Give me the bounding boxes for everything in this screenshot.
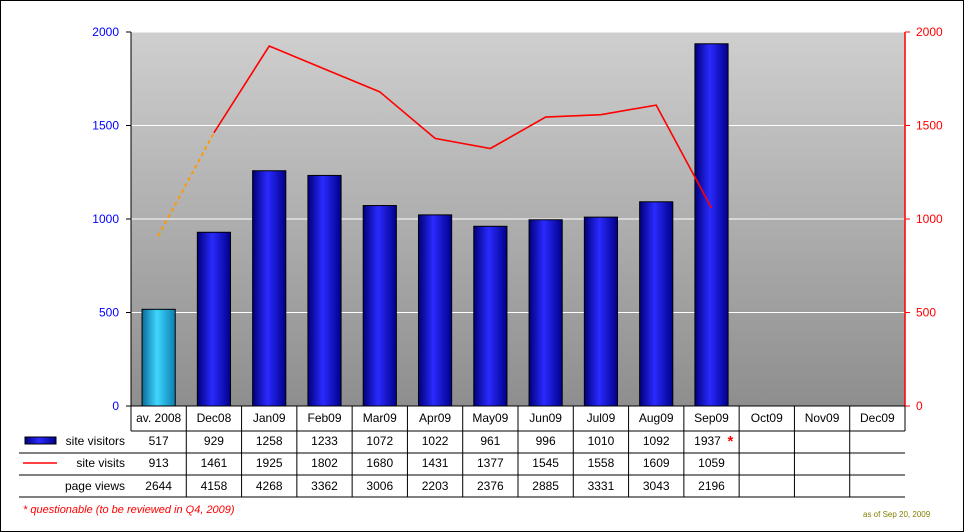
as-of-date: as of Sep 20, 2009 [863,510,931,519]
questionable-marker: * [728,433,734,450]
bar-site-visitors [694,43,729,407]
table-row-label: page views [65,479,125,493]
bar-site-visitors [307,174,342,407]
table-cell: 1059 [698,456,725,470]
table-cell: 1558 [588,456,615,470]
footnote: * questionable (to be reviewed in Q4, 20… [23,504,235,516]
right-tick-label: 1000 [916,212,943,226]
x-tick-label: Feb09 [307,411,341,425]
left-tick-label: 500 [99,306,119,320]
table-cell: 4268 [256,479,283,493]
table-cell: 961 [480,434,500,448]
line-site-visits [213,45,713,209]
table-cell: 1461 [201,456,228,470]
table-cell: 2885 [532,479,559,493]
line-segment-site-visits-dotted [157,131,215,237]
bar-site-visitors [196,231,232,407]
table-cell: 517 [149,434,169,448]
table-cell: 1937 [694,434,721,448]
table-cell: 1022 [422,434,449,448]
x-tick-label: Dec09 [860,411,895,425]
x-tick-label: Aug09 [639,411,674,425]
left-tick-label: 1500 [92,119,119,133]
right-tick-label: 1500 [916,119,943,133]
table-row-label: site visits [76,456,125,470]
table-cell: 1010 [588,434,615,448]
right-tick-label: 0 [916,399,923,413]
bar-site-visitors [528,219,563,407]
x-tick-label: av. 2008 [136,411,181,425]
table-row-label: site visitors [66,434,125,448]
table-cell: 4158 [201,479,228,493]
bar-site-visitors [417,214,453,407]
bar-site-visitors [473,225,508,407]
table-cell: 913 [149,456,169,470]
table-cell: 929 [204,434,224,448]
table-cell: 1925 [256,456,283,470]
table-cell: 2203 [422,479,449,493]
bar-site-visitors [583,216,619,407]
table-cell: 1258 [256,434,283,448]
table-cell: 3043 [643,479,670,493]
left-tick-label: 1000 [92,212,119,226]
x-tick-label: Oct09 [751,411,783,425]
table-cell: 1802 [311,456,338,470]
x-tick-label: Dec08 [197,411,232,425]
bar-site-visitors [252,170,287,407]
table-cell: 3362 [311,479,338,493]
table-cell: 996 [536,434,556,448]
table-cell: 2376 [477,479,504,493]
right-tick-label: 2000 [916,25,943,39]
table-cell: 1545 [532,456,559,470]
x-tick-label: Sep09 [694,411,729,425]
table-cell: 1609 [643,456,670,470]
x-tick-label: Jul09 [587,411,616,425]
x-tick-label: Nov09 [805,411,840,425]
x-tick-label: Mar09 [363,411,397,425]
bar-site-visitors [141,308,176,407]
bar-site-visitors [362,205,397,407]
table-cell: 1431 [422,456,449,470]
right-tick-label: 500 [916,306,936,320]
table-cell: 1680 [366,456,393,470]
table-cell: 2196 [698,479,725,493]
x-tick-label: May09 [472,411,508,425]
table-cell: 1233 [311,434,338,448]
table-cell: 3331 [588,479,615,493]
left-tick-label: 2000 [92,25,119,39]
table-cell: 1092 [643,434,670,448]
table-cell: 1377 [477,456,504,470]
x-tick-label: Apr09 [419,411,451,425]
x-tick-label: Jun09 [529,411,562,425]
table-cell: 2644 [145,479,172,493]
x-tick-label: Jan09 [253,411,286,425]
table-cell: 3006 [366,479,393,493]
left-tick-label: 0 [112,399,119,413]
legend-key-site-visitors [24,436,57,445]
table-cell: 1072 [366,434,393,448]
bar-site-visitors [639,201,674,407]
